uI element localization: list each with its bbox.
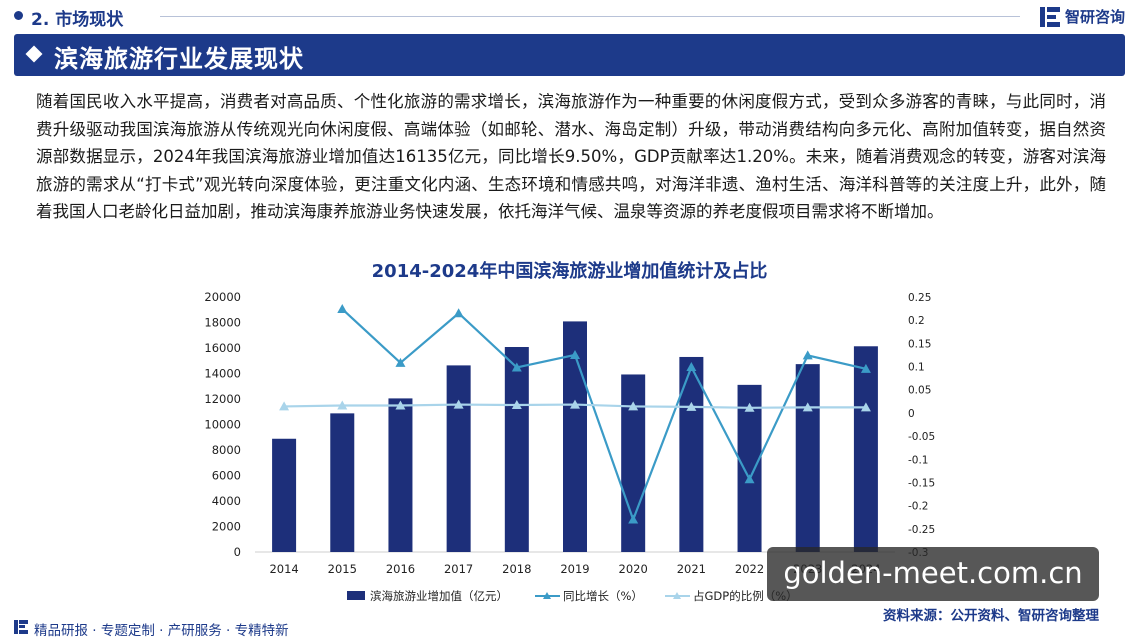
x-tick-label: 2015 [328,562,357,576]
y-right-tick-label: 0.2 [908,315,925,327]
share-point [570,399,580,409]
y-left-tick-label: 12000 [204,392,241,406]
diamond-icon [25,45,43,63]
intro-paragraph: 随着国民收入水平提高，消费者对高品质、个性化旅游的需求增长，滨海旅游作为一种重要… [36,92,1106,221]
share-point [511,400,522,410]
x-tick-label: 2014 [269,562,298,576]
share-point [686,401,697,411]
footer-logo-icon [14,620,28,634]
growth-point [511,362,522,372]
bar [330,413,355,552]
growth-point [337,304,348,314]
y-right-tick-label: -0.2 [908,501,929,513]
bar [853,346,878,552]
x-tick-label: 2019 [560,562,589,576]
bar [446,365,471,552]
bar [795,364,820,552]
share-point [279,401,290,411]
y-left-tick-label: 2000 [212,520,241,534]
top-bar: 2. 市场现状 智研咨询 [0,0,1139,34]
page-title: 滨海旅游行业发展现状 [54,45,304,73]
y-right-tick-label: -0.1 [908,454,929,466]
y-right-tick-label: -0.25 [908,524,935,536]
y-left-tick-label: 20000 [204,290,241,304]
bar [504,347,529,552]
growth-point [395,357,406,367]
bar [737,384,762,552]
growth-point [570,349,580,359]
y-left-tick-label: 18000 [204,316,241,330]
brand: 智研咨询 [1039,6,1125,27]
y-right-tick-label: 0.15 [908,338,931,350]
y-right-tick-label: 0.05 [908,385,931,397]
brand-logo-icon [1039,6,1060,27]
x-tick-label: 2016 [386,562,415,576]
y-right-tick-label: 0 [908,408,915,420]
bar [621,374,646,552]
growth-point [802,350,813,360]
legend-share-marker [673,592,681,599]
legend-label: 同比增长（%） [563,589,643,603]
growth-point [628,514,639,524]
growth-point [686,362,697,372]
watermark: golden-meet.com.cn [767,547,1099,601]
legend-growth-marker [543,592,551,599]
page-banner: 滨海旅游行业发展现状 [14,34,1125,76]
share-point [744,402,755,412]
header-divider [160,16,1020,17]
y-left-tick-label: 16000 [204,341,241,355]
x-tick-label: 2018 [502,562,531,576]
y-left-tick-label: 6000 [212,469,241,483]
y-right-tick-label: 0.1 [908,362,925,374]
y-right-tick-label: 0.25 [908,292,931,304]
share-point [628,401,639,411]
legend-label: 滨海旅游业增加值（亿元） [370,589,508,603]
bar [272,438,297,552]
section-bullet-icon [14,11,23,20]
legend-bar-swatch [347,591,365,600]
chart-title: 2014-2024年中国滨海旅游业增加值统计及占比 [371,261,768,282]
x-tick-label: 2022 [735,562,764,576]
share-point [453,399,464,409]
y-left-tick-label: 14000 [204,367,241,381]
y-left-tick-label: 0 [234,545,241,559]
x-tick-label: 2017 [444,562,473,576]
y-left-tick-label: 4000 [212,494,241,508]
x-tick-label: 2021 [677,562,706,576]
watermark-text: golden-meet.com.cn [783,556,1083,590]
share-point [860,402,871,412]
share-point [802,402,813,412]
growth-point [453,308,464,318]
y-left-tick-label: 10000 [204,418,241,432]
footer: 精品研报 · 专题定制 · 产研服务 · 专精特新 [0,614,1139,639]
y-left-tick-label: 8000 [212,443,241,457]
y-right-tick-label: -0.15 [908,477,935,489]
share-point [395,400,406,410]
brand-name: 智研咨询 [1064,8,1125,26]
growth-point [744,474,755,484]
share-point [337,400,348,410]
bar [388,398,413,552]
y-right-tick-label: -0.05 [908,431,935,443]
data-source: 资料来源：公开资料、智研咨询整理 [883,608,1099,624]
bar [563,321,587,552]
section-title: 2. 市场现状 [31,10,124,30]
x-tick-label: 2020 [619,562,648,576]
growth-point [860,363,871,373]
growth-line [341,308,867,523]
chart: 0 2000 4000 6000 8000 10000 12000 14000 16000 180… [204,290,935,603]
footer-tagline: 精品研报 · 专题定制 · 产研服务 · 专精特新 [34,623,289,639]
